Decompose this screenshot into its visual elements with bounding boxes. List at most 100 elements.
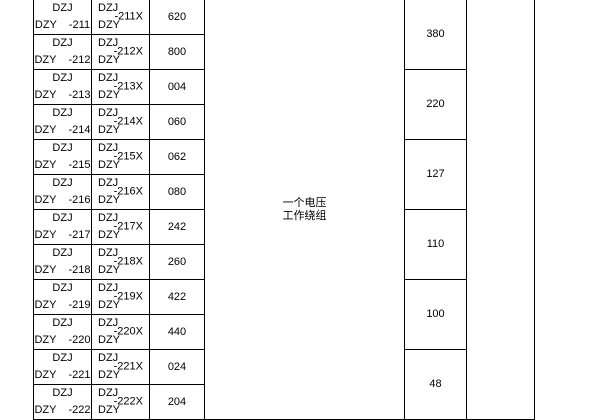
model2-prefix-line2: DZJ xyxy=(98,282,119,295)
model2-prefix-line1: DZY xyxy=(98,299,120,311)
model2-suffix: -216X xyxy=(113,185,143,198)
model2-prefix-line2: DZJ xyxy=(98,2,119,15)
code-cell: 620 xyxy=(149,0,205,35)
model-code-cell: DZY -222 DZJ xyxy=(33,384,92,420)
code-cell: 260 xyxy=(149,244,205,280)
model-variant-cell: DZY DZJ -221X xyxy=(91,349,150,385)
model1-prefix-line2: DZJ xyxy=(52,72,73,85)
table-row: DZY -216 DZJ DZY DZJ -216X 080 xyxy=(33,174,535,210)
merged-note-cell: 一个电压 工作绕组 xyxy=(204,0,405,420)
model2-prefix-line1: DZY xyxy=(98,124,120,136)
model-variant-cell: DZY DZJ -211X xyxy=(91,0,150,35)
model1-suffix: -213 xyxy=(68,89,91,101)
model2-prefix-line1: DZY xyxy=(98,54,120,66)
model-code-cell: DZY -215 DZJ xyxy=(33,139,92,175)
code-cell: 062 xyxy=(149,139,205,175)
voltage-cell: 220 xyxy=(404,69,467,140)
table-row: DZY -213 DZJ DZY DZJ -213X 004 220 xyxy=(33,69,535,140)
code-cell: 242 xyxy=(149,209,205,245)
model1-prefix-line1: DZY xyxy=(34,159,57,171)
model-code-cell: DZY -220 DZJ xyxy=(33,314,92,350)
model2-prefix-line1: DZY xyxy=(98,19,120,31)
model-variant-cell: DZY DZJ -217X xyxy=(91,209,150,245)
model2-suffix: -219X xyxy=(113,290,143,303)
merged-note-line1: 一个电压 xyxy=(282,196,327,209)
model1-prefix-line2: DZJ xyxy=(52,2,73,15)
model1-prefix-line2: DZJ xyxy=(52,142,73,155)
voltage-cell: 110 xyxy=(404,209,467,280)
model1-suffix: -222 xyxy=(68,404,91,416)
voltage-cell: 127 xyxy=(404,139,467,210)
model2-prefix-line1: DZY xyxy=(98,89,120,101)
model1-prefix-line1: DZY xyxy=(34,334,57,346)
model1-prefix-line2: DZJ xyxy=(52,247,73,260)
model1-prefix-line2: DZJ xyxy=(52,37,73,50)
model1-suffix: -214 xyxy=(68,124,91,136)
model-variant-cell: DZY DZJ -219X xyxy=(91,279,150,315)
model1-suffix: -217 xyxy=(68,229,91,241)
model1-prefix-line1: DZY xyxy=(34,299,57,311)
model-variant-cell: DZY DZJ -222X xyxy=(91,384,150,420)
code-cell: 024 xyxy=(149,349,205,385)
model2-prefix-line2: DZJ xyxy=(98,142,119,155)
code-cell: 800 xyxy=(149,34,205,70)
model1-prefix-line2: DZJ xyxy=(52,212,73,225)
model-variant-cell: DZY DZJ -214X xyxy=(91,104,150,140)
model1-suffix: -219 xyxy=(68,299,91,311)
model1-suffix: -215 xyxy=(68,159,91,171)
model2-prefix-line1: DZY xyxy=(98,264,120,276)
model1-prefix-line1: DZY xyxy=(34,89,57,101)
model2-suffix: -212X xyxy=(113,45,143,58)
model2-prefix-line1: DZY xyxy=(98,159,120,171)
model2-prefix-line2: DZJ xyxy=(98,177,119,190)
model2-suffix: -218X xyxy=(113,255,143,268)
table-row: DZY -218 DZJ DZY DZJ -218X 260 xyxy=(33,244,535,280)
model1-suffix: -212 xyxy=(68,54,91,66)
model2-prefix-line2: DZJ xyxy=(98,317,119,330)
model-variant-cell: DZY DZJ -213X xyxy=(91,69,150,105)
code-cell: 440 xyxy=(149,314,205,350)
model2-suffix: -217X xyxy=(113,220,143,233)
model1-prefix-line1: DZY xyxy=(34,369,57,381)
model2-suffix: -221X xyxy=(113,360,143,373)
model2-prefix-line1: DZY xyxy=(98,334,120,346)
model2-prefix-line2: DZJ xyxy=(98,352,119,365)
table-row: DZY -211 DZJ DZY DZJ -211X 620 一个电压 工作绕组 xyxy=(33,0,535,420)
model2-prefix-line2: DZJ xyxy=(98,212,119,225)
model-variant-cell: DZY DZJ -218X xyxy=(91,244,150,280)
model2-suffix: -215X xyxy=(113,150,143,163)
voltage-cell: 100 xyxy=(404,279,467,350)
model1-prefix-line1: DZY xyxy=(34,264,57,276)
model2-suffix: -211X xyxy=(114,10,143,23)
model1-prefix-line2: DZJ xyxy=(52,107,73,120)
document-page: DZY -211 DZJ DZY DZJ -211X 620 一个电压 工作绕组 xyxy=(33,0,535,420)
model1-suffix: -211 xyxy=(68,19,91,31)
model-code-cell: DZY -218 DZJ xyxy=(33,244,92,280)
model1-prefix-line1: DZY xyxy=(34,54,57,66)
model2-prefix-line1: DZY xyxy=(98,194,120,206)
voltage-cell: 380 xyxy=(404,0,467,70)
model-code-cell: DZY -216 DZJ xyxy=(33,174,92,210)
model2-prefix-line2: DZJ xyxy=(98,37,119,50)
merged-note-line2: 工作绕组 xyxy=(282,209,327,222)
model2-prefix-line1: DZY xyxy=(98,229,120,241)
model-variant-cell: DZY DZJ -220X xyxy=(91,314,150,350)
model1-prefix-line2: DZJ xyxy=(52,352,73,365)
model2-suffix: -214X xyxy=(113,115,143,128)
table-row: DZY -214 DZJ DZY DZJ -214X 060 xyxy=(33,104,535,140)
model-code-cell: DZY -214 DZJ xyxy=(33,104,92,140)
model1-prefix-line2: DZJ xyxy=(52,282,73,295)
model-variant-cell: DZY DZJ -216X xyxy=(91,174,150,210)
model1-prefix-line1: DZY xyxy=(34,124,57,136)
specification-table: DZY -211 DZJ DZY DZJ -211X 620 一个电压 工作绕组 xyxy=(33,0,535,420)
model1-suffix: -221 xyxy=(68,369,91,381)
model2-suffix: -213X xyxy=(113,80,143,93)
model1-suffix: -216 xyxy=(68,194,91,206)
model-code-cell: DZY -212 DZJ xyxy=(33,34,92,70)
table-row: DZY -217 DZJ DZY DZJ -217X 242 110 xyxy=(33,209,535,280)
model2-prefix-line2: DZJ xyxy=(98,387,119,400)
model2-prefix-line2: DZJ xyxy=(98,107,119,120)
model-code-cell: DZY -217 DZJ xyxy=(33,209,92,245)
model-variant-cell: DZY DZJ -212X xyxy=(91,34,150,70)
model1-prefix-line2: DZJ xyxy=(52,387,73,400)
